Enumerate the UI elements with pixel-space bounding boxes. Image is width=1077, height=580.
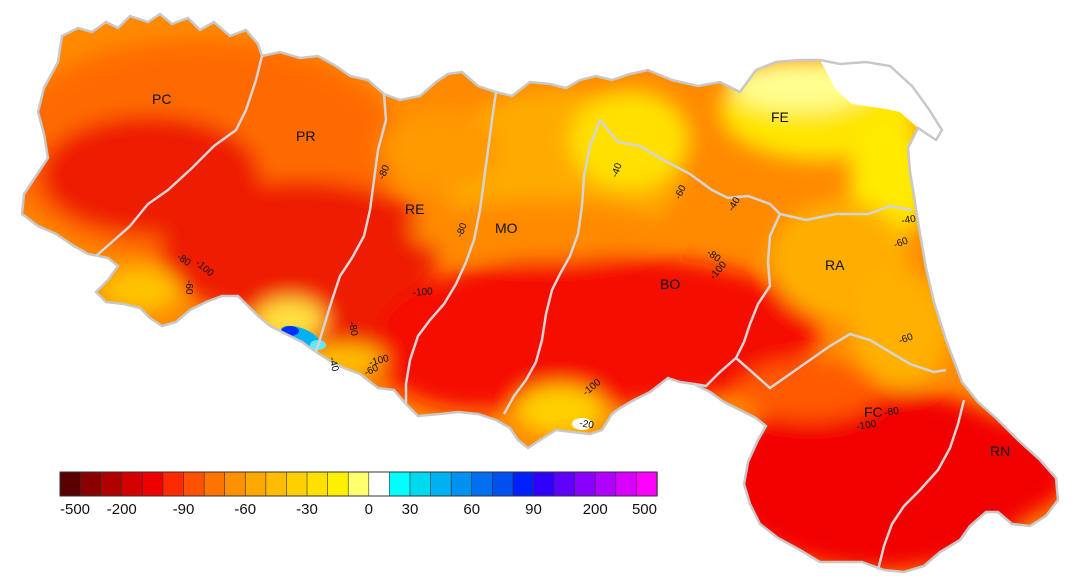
border-pc-pr — [95, 55, 264, 257]
border-mo-bo — [502, 119, 602, 415]
legend-color-cell — [162, 471, 185, 497]
province-label-bo: BO — [660, 276, 680, 292]
legend-color-cell — [368, 471, 391, 497]
contour-label: -40 — [326, 356, 340, 373]
legend-tick-label: 30 — [402, 501, 419, 518]
legend-color-cell — [430, 471, 452, 497]
legend-color-cell — [142, 471, 164, 497]
province-borders — [95, 55, 966, 571]
legend-tick-label: 200 — [583, 501, 608, 518]
legend-color-cell — [265, 471, 288, 497]
legend-color-cell — [286, 471, 308, 497]
legend-color-cells — [59, 471, 658, 497]
province-label-fc: FC — [864, 404, 883, 420]
legend-color-cell — [389, 471, 411, 497]
legend-color-cell — [512, 471, 535, 497]
legend-color-cell — [80, 471, 102, 497]
legend-color-cell — [244, 471, 267, 497]
border-fc-rn — [876, 399, 966, 571]
legend-color-cell — [574, 471, 596, 497]
province-label-mo: MO — [495, 220, 518, 236]
province-label-pc: PC — [152, 91, 171, 107]
border-bo-fe — [599, 119, 781, 215]
border-ra-fe — [779, 204, 913, 222]
color-legend: -500 -200 -90 -60 -30 0 30 60 90 200 500 — [59, 471, 658, 518]
legend-color-cell — [471, 471, 494, 497]
region-outline — [20, 12, 1060, 574]
legend-tick-label: -200 — [107, 501, 137, 518]
contour-label: -80 — [884, 406, 901, 419]
contour-label: -40 — [901, 214, 918, 227]
legend-color-cell — [615, 471, 638, 497]
legend-tick-label: -30 — [296, 501, 318, 518]
province-label-ra: RA — [825, 257, 845, 273]
border-re-mo — [404, 91, 498, 404]
contour-label: -80 — [454, 221, 469, 239]
border-ra-fc — [735, 332, 947, 390]
legend-tick-label: 90 — [525, 501, 542, 518]
legend-color-cell — [224, 471, 246, 497]
contour-label: -60 — [892, 235, 910, 250]
legend-color-cell — [450, 471, 473, 497]
contour-label: -20 — [578, 418, 595, 431]
province-label-rn: RN — [990, 443, 1010, 459]
no-data-area — [820, 60, 942, 140]
legend-color-cell — [183, 471, 205, 497]
legend-color-cell — [100, 471, 123, 497]
province-label-fe: FE — [771, 109, 789, 125]
contour-label: -80 — [377, 163, 393, 181]
legend-color-cell — [636, 471, 658, 497]
legend-color-cell — [594, 471, 617, 497]
legend-color-cell — [533, 471, 555, 497]
contour-label: -60 — [897, 331, 915, 346]
province-label-re: RE — [405, 201, 424, 217]
legend-color-cell — [553, 471, 576, 497]
legend-color-cell — [347, 471, 370, 497]
legend-tick-label: 0 — [365, 501, 373, 518]
contour-label: -100 — [856, 419, 878, 433]
legend-tick-label: -500 — [60, 501, 90, 518]
legend-color-cell — [492, 471, 514, 497]
contour-label: -80 — [346, 321, 359, 338]
border-bo-ra — [693, 213, 782, 388]
border-pr-re — [314, 93, 388, 353]
legend-color-cell — [327, 471, 349, 497]
contour-label: -100 — [368, 353, 391, 369]
legend-color-cell — [203, 471, 226, 497]
contour-label: -100 — [412, 286, 433, 299]
province-label-pr: PR — [296, 128, 315, 144]
legend-color-cell — [121, 471, 144, 497]
legend-frame — [59, 471, 658, 497]
legend-tick-labels: -500 -200 -90 -60 -30 0 30 60 90 200 500 — [60, 501, 657, 518]
legend-tick-label: 60 — [463, 501, 480, 518]
legend-color-cell — [59, 471, 82, 497]
legend-color-cell — [409, 471, 432, 497]
legend-tick-label: 500 — [632, 501, 657, 518]
legend-color-cell — [306, 471, 329, 497]
legend-tick-label: -60 — [234, 501, 256, 518]
contour-label: -60 — [183, 280, 194, 295]
contour-label: -40 — [609, 161, 624, 179]
legend-tick-label: -90 — [173, 501, 195, 518]
